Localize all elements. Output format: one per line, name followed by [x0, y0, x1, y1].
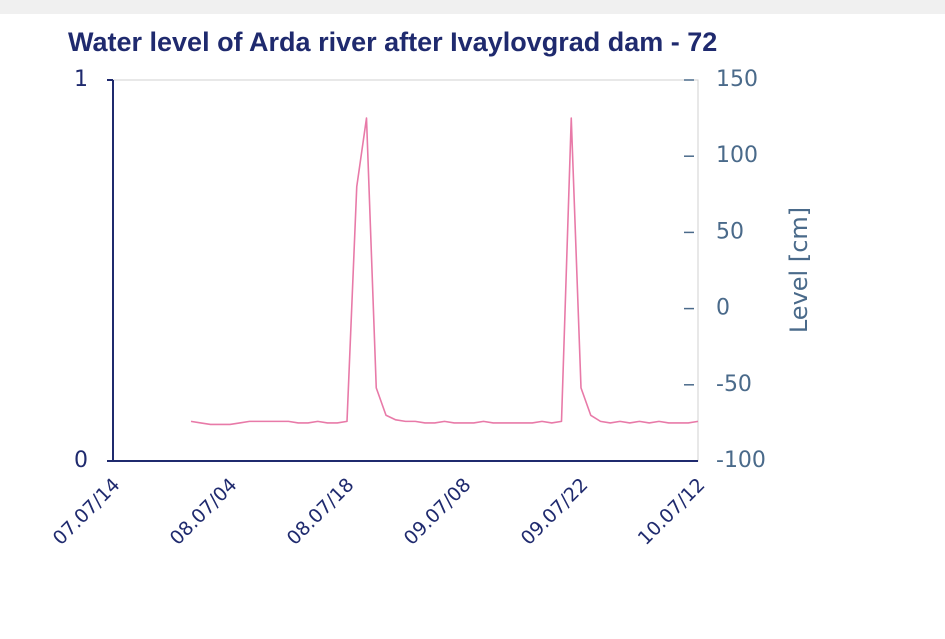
y2-tick-label: 0 [716, 296, 730, 321]
x-tick-label: 07.07/14 [49, 474, 125, 550]
y2-tick-label: 50 [716, 219, 744, 244]
data-line [190, 117, 699, 426]
x-tick-label: 08.07/18 [283, 474, 359, 550]
y2-tick-label: 100 [716, 143, 758, 168]
y2-tick-label: -50 [716, 372, 752, 397]
x-tick-label: 10.07/12 [634, 474, 710, 550]
chart-title: Water level of Arda river after Ivaylovg… [68, 27, 717, 57]
x-tick-label: 09.07/08 [400, 474, 476, 550]
y-tick-label: 1 [74, 67, 88, 92]
y2-tick-label: 150 [716, 67, 758, 92]
y2-tick-label: -100 [716, 448, 766, 473]
y2-axis-label: Level [cm] [785, 207, 813, 333]
plot-background [112, 79, 699, 462]
y-tick-label: 0 [74, 448, 88, 473]
top-strip [0, 0, 945, 14]
x-tick-label: 09.07/22 [517, 474, 593, 550]
x-tick-label: 08.07/04 [166, 474, 242, 550]
